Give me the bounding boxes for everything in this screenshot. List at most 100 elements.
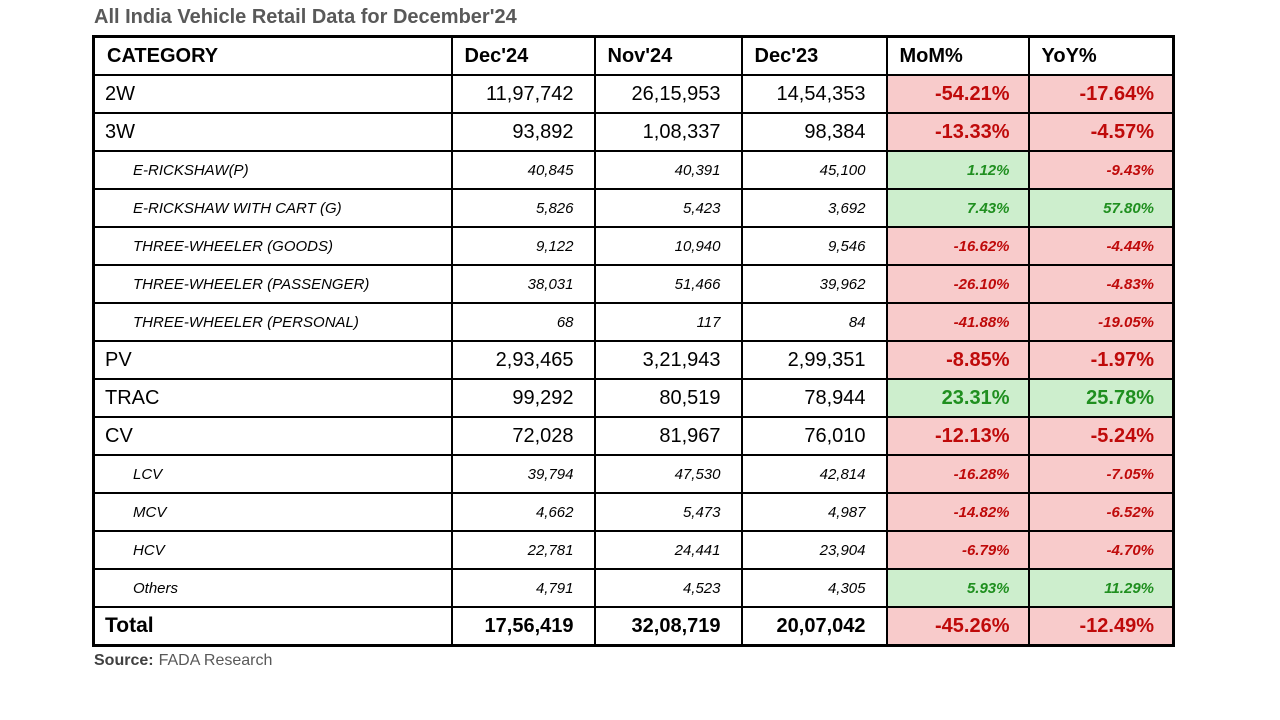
cell-nov24: 10,940 xyxy=(593,226,743,266)
cell-yoy: -4.83% xyxy=(1027,264,1175,304)
cell-yoy: -4.44% xyxy=(1027,226,1175,266)
cell-yoy: -5.24% xyxy=(1027,416,1175,456)
table-row-pv: PV 2,93,465 3,21,943 2,99,351 -8.85% -1.97% xyxy=(92,340,1175,380)
column-header-mom: MoM% xyxy=(885,35,1030,76)
cell-dec23: 2,99,351 xyxy=(740,340,888,380)
cell-mom: -14.82% xyxy=(885,492,1030,532)
source-label: Source: xyxy=(94,652,154,669)
cell-dec23: 98,384 xyxy=(740,112,888,152)
cell-dec24: 4,791 xyxy=(450,568,596,608)
cell-category: CV xyxy=(92,416,453,456)
cell-dec24: 2,93,465 xyxy=(450,340,596,380)
table-row-total: Total 17,56,419 32,08,719 20,07,042 -45.26% -… xyxy=(92,606,1175,647)
cell-nov24: 80,519 xyxy=(593,378,743,418)
cell-mom: -12.13% xyxy=(885,416,1030,456)
table-row-mcv: MCV 4,662 5,473 4,987 -14.82% -6.52% xyxy=(92,492,1175,532)
cell-dec24: 11,97,742 xyxy=(450,74,596,114)
cell-dec23: 42,814 xyxy=(740,454,888,494)
cell-nov24: 5,473 xyxy=(593,492,743,532)
cell-dec24: 5,826 xyxy=(450,188,596,228)
cell-mom: -54.21% xyxy=(885,74,1030,114)
page-title: All India Vehicle Retail Data for Decemb… xyxy=(94,6,517,28)
table-row-lcv: LCV 39,794 47,530 42,814 -16.28% -7.05% xyxy=(92,454,1175,494)
cell-dec24: 40,845 xyxy=(450,150,596,190)
cell-category: HCV xyxy=(92,530,453,570)
column-header-dec-23: Dec'23 xyxy=(740,35,888,76)
cell-dec24: 17,56,419 xyxy=(450,606,596,647)
cell-dec23: 4,987 xyxy=(740,492,888,532)
vehicle-retail-table: CATEGORY Dec'24 Nov'24 Dec'23 MoM% YoY% 2W 11,… xyxy=(92,35,1175,647)
cell-mom: -13.33% xyxy=(885,112,1030,152)
cell-category: 3W xyxy=(92,112,453,152)
cell-mom: -8.85% xyxy=(885,340,1030,380)
cell-mom: 23.31% xyxy=(885,378,1030,418)
table-row-hcv: HCV 22,781 24,441 23,904 -6.79% -4.70% xyxy=(92,530,1175,570)
cell-nov24: 51,466 xyxy=(593,264,743,304)
cell-category: THREE-WHEELER (PERSONAL) xyxy=(92,302,453,342)
cell-category: THREE-WHEELER (GOODS) xyxy=(92,226,453,266)
cell-category: E-RICKSHAW WITH CART (G) xyxy=(92,188,453,228)
cell-nov24: 32,08,719 xyxy=(593,606,743,647)
cell-mom: 5.93% xyxy=(885,568,1030,608)
table-row-cv: CV 72,028 81,967 76,010 -12.13% -5.24% xyxy=(92,416,1175,456)
cell-category: MCV xyxy=(92,492,453,532)
cell-yoy: 57.80% xyxy=(1027,188,1175,228)
cell-yoy: -6.52% xyxy=(1027,492,1175,532)
cell-mom: 7.43% xyxy=(885,188,1030,228)
cell-dec23: 14,54,353 xyxy=(740,74,888,114)
cell-category: 2W xyxy=(92,74,453,114)
cell-category: PV xyxy=(92,340,453,380)
cell-nov24: 4,523 xyxy=(593,568,743,608)
table-row-three-wheeler-personal: THREE-WHEELER (PERSONAL) 68 117 84 -41.88% -1… xyxy=(92,302,1175,342)
cell-nov24: 40,391 xyxy=(593,150,743,190)
cell-dec23: 78,944 xyxy=(740,378,888,418)
column-header-category: CATEGORY xyxy=(92,35,453,76)
cell-category: Others xyxy=(92,568,453,608)
cell-dec23: 45,100 xyxy=(740,150,888,190)
cell-nov24: 24,441 xyxy=(593,530,743,570)
cell-dec24: 99,292 xyxy=(450,378,596,418)
cell-yoy: -4.70% xyxy=(1027,530,1175,570)
column-header-yoy: YoY% xyxy=(1027,35,1175,76)
cell-mom: -16.28% xyxy=(885,454,1030,494)
cell-yoy: -4.57% xyxy=(1027,112,1175,152)
cell-yoy: 25.78% xyxy=(1027,378,1175,418)
cell-dec23: 3,692 xyxy=(740,188,888,228)
cell-nov24: 117 xyxy=(593,302,743,342)
table-row-three-wheeler-passenger: THREE-WHEELER (PASSENGER) 38,031 51,466 39,… xyxy=(92,264,1175,304)
table-row-others: Others 4,791 4,523 4,305 5.93% 11.29% xyxy=(92,568,1175,608)
cell-dec24: 22,781 xyxy=(450,530,596,570)
cell-mom: -6.79% xyxy=(885,530,1030,570)
cell-mom: -26.10% xyxy=(885,264,1030,304)
source-note: Source: FADA Research xyxy=(94,652,1172,670)
cell-category: LCV xyxy=(92,454,453,494)
cell-yoy: 11.29% xyxy=(1027,568,1175,608)
cell-nov24: 81,967 xyxy=(593,416,743,456)
report-page: All India Vehicle Retail Data for Decemb… xyxy=(92,4,1175,670)
cell-dec23: 9,546 xyxy=(740,226,888,266)
cell-mom: 1.12% xyxy=(885,150,1030,190)
table-header-row: CATEGORY Dec'24 Nov'24 Dec'23 MoM% YoY% xyxy=(92,35,1175,76)
table-row-2w: 2W 11,97,742 26,15,953 14,54,353 -54.21% -17.… xyxy=(92,74,1175,114)
cell-dec23: 20,07,042 xyxy=(740,606,888,647)
table-row-trac: TRAC 99,292 80,519 78,944 23.31% 25.78% xyxy=(92,378,1175,418)
cell-yoy: -9.43% xyxy=(1027,150,1175,190)
cell-nov24: 26,15,953 xyxy=(593,74,743,114)
cell-dec24: 9,122 xyxy=(450,226,596,266)
cell-nov24: 1,08,337 xyxy=(593,112,743,152)
cell-yoy: -1.97% xyxy=(1027,340,1175,380)
cell-category: Total xyxy=(92,606,453,647)
table-row-e-rickshaw-p: E-RICKSHAW(P) 40,845 40,391 45,100 1.12% -9.4… xyxy=(92,150,1175,190)
table-row-3w: 3W 93,892 1,08,337 98,384 -13.33% -4.57% xyxy=(92,112,1175,152)
table-row-three-wheeler-goods: THREE-WHEELER (GOODS) 9,122 10,940 9,546 -16… xyxy=(92,226,1175,266)
cell-category: THREE-WHEELER (PASSENGER) xyxy=(92,264,453,304)
cell-category: E-RICKSHAW(P) xyxy=(92,150,453,190)
cell-yoy: -7.05% xyxy=(1027,454,1175,494)
cell-dec23: 84 xyxy=(740,302,888,342)
cell-mom: -45.26% xyxy=(885,606,1030,647)
source-text: FADA Research xyxy=(158,652,273,669)
cell-category: TRAC xyxy=(92,378,453,418)
cell-yoy: -19.05% xyxy=(1027,302,1175,342)
cell-nov24: 5,423 xyxy=(593,188,743,228)
cell-dec24: 72,028 xyxy=(450,416,596,456)
